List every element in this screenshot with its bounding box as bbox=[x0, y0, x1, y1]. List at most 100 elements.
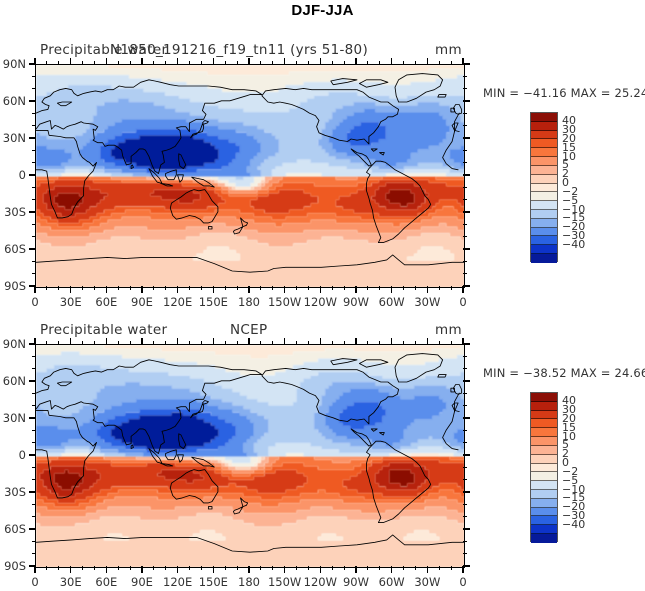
x-axis-label: 150W bbox=[267, 575, 302, 589]
x-tick-major bbox=[212, 286, 215, 293]
x-tick-minor-top bbox=[236, 60, 238, 65]
colorbar-band bbox=[531, 410, 557, 420]
x-tick-minor bbox=[403, 286, 405, 290]
x-tick-minor-top bbox=[46, 60, 48, 65]
x-tick-minor bbox=[58, 286, 60, 290]
x-tick-major bbox=[319, 566, 322, 573]
x-tick-major-top bbox=[391, 58, 393, 65]
y-axis-label: 0 bbox=[18, 168, 26, 182]
map-contour-field bbox=[36, 65, 464, 287]
x-tick-minor bbox=[367, 566, 369, 570]
y-tick-major bbox=[29, 211, 36, 213]
colorbar-band bbox=[531, 130, 557, 140]
x-tick-major bbox=[426, 286, 429, 293]
colorbar-tick-label: −40 bbox=[562, 517, 586, 531]
panel-ncep-variable-label: Precipitable water bbox=[40, 322, 168, 338]
x-tick-major bbox=[462, 286, 464, 293]
x-tick-minor-top bbox=[367, 60, 369, 65]
x-axis-label: 120E bbox=[163, 575, 193, 589]
x-tick-major bbox=[391, 566, 393, 573]
x-tick-minor-top bbox=[165, 340, 167, 345]
x-tick-minor bbox=[307, 566, 309, 570]
x-tick-minor-top bbox=[414, 340, 416, 345]
y-tick-minor bbox=[31, 540, 36, 542]
x-tick-minor bbox=[200, 286, 202, 290]
y-tick-minor bbox=[31, 162, 36, 164]
x-tick-major bbox=[105, 286, 108, 293]
colorbar-tick-label: 10 bbox=[562, 429, 576, 443]
x-tick-major bbox=[105, 566, 108, 573]
x-tick-major bbox=[141, 286, 143, 293]
y-tick-major-right bbox=[463, 137, 470, 139]
y-axis-label: 90N bbox=[2, 57, 26, 71]
y-axis-label: 90N bbox=[2, 337, 26, 351]
colorbar-band bbox=[531, 183, 557, 193]
x-axis-label: 30E bbox=[59, 575, 82, 589]
y-tick-major-right bbox=[463, 417, 470, 419]
x-axis-label: 60W bbox=[378, 575, 405, 589]
colorbar-band bbox=[531, 507, 557, 517]
x-tick-minor bbox=[343, 286, 345, 290]
y-tick-minor-right bbox=[463, 125, 467, 127]
x-tick-major-top bbox=[391, 338, 393, 345]
x-tick-major bbox=[355, 286, 357, 293]
colorbar-tick-label: −5 bbox=[562, 473, 579, 487]
x-tick-major-top bbox=[70, 58, 72, 65]
x-axis-label: 0 bbox=[459, 295, 467, 309]
x-tick-major bbox=[70, 286, 72, 293]
x-tick-minor bbox=[260, 286, 262, 290]
y-tick-minor bbox=[31, 112, 36, 114]
x-axis-label: 180 bbox=[238, 295, 260, 309]
colorbar-band bbox=[531, 393, 557, 402]
y-tick-minor bbox=[31, 466, 36, 468]
x-tick-major bbox=[284, 286, 286, 293]
x-tick-major-top bbox=[462, 58, 464, 65]
y-tick-minor-right bbox=[463, 503, 467, 505]
x-tick-major bbox=[319, 286, 322, 293]
x-tick-minor bbox=[307, 286, 309, 290]
x-tick-minor bbox=[438, 286, 440, 290]
x-tick-minor-top bbox=[272, 340, 274, 345]
colorbar-band bbox=[531, 489, 557, 499]
x-tick-minor-top bbox=[236, 340, 238, 345]
x-axis-label: 30W bbox=[414, 575, 441, 589]
y-tick-major-right bbox=[463, 174, 470, 176]
colorbar-tick-label: 40 bbox=[562, 114, 576, 128]
colorbar-band bbox=[531, 148, 557, 158]
y-tick-major-right bbox=[463, 285, 470, 287]
x-tick-minor-top bbox=[343, 60, 345, 65]
x-tick-major bbox=[70, 566, 72, 573]
y-tick-major bbox=[29, 565, 36, 567]
x-tick-major-top bbox=[319, 58, 322, 65]
panel-model-unit-label: mm bbox=[435, 42, 462, 58]
y-tick-minor bbox=[31, 516, 36, 518]
x-tick-major-top bbox=[355, 58, 357, 65]
x-tick-minor bbox=[331, 566, 333, 570]
colorbar-tick-label: −40 bbox=[562, 237, 586, 251]
x-tick-minor bbox=[117, 566, 119, 570]
x-tick-minor-top bbox=[379, 60, 381, 65]
y-axis-label: 30S bbox=[4, 205, 26, 219]
x-tick-minor bbox=[260, 566, 262, 570]
x-tick-minor bbox=[129, 566, 131, 570]
y-tick-minor-right bbox=[463, 479, 467, 481]
x-axis-label: 0 bbox=[459, 575, 467, 589]
x-tick-major-top bbox=[141, 58, 143, 65]
y-tick-minor bbox=[31, 199, 36, 201]
x-tick-minor bbox=[379, 566, 381, 570]
x-tick-minor-top bbox=[260, 340, 262, 345]
y-axis-label: 0 bbox=[18, 448, 26, 462]
y-tick-minor-right bbox=[463, 112, 467, 114]
y-tick-major-right bbox=[463, 63, 470, 65]
x-tick-major-top bbox=[462, 338, 464, 345]
x-tick-minor-top bbox=[93, 60, 95, 65]
y-tick-minor-right bbox=[463, 149, 467, 151]
colorbar-band bbox=[531, 445, 557, 455]
y-tick-minor-right bbox=[463, 260, 467, 262]
y-tick-minor bbox=[31, 75, 36, 77]
x-axis-label: 150W bbox=[267, 295, 302, 309]
x-tick-minor bbox=[82, 566, 84, 570]
x-tick-minor bbox=[331, 286, 333, 290]
y-tick-minor-right bbox=[463, 429, 467, 431]
